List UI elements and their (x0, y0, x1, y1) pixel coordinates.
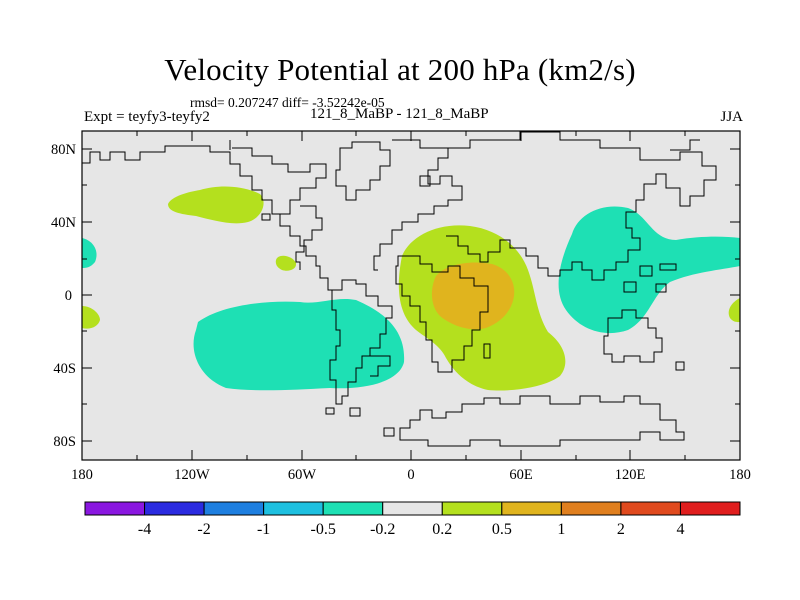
region-north-pacific (168, 186, 264, 224)
colorbar-box-4 (322, 501, 384, 516)
colorbar-label-9: 4 (676, 521, 684, 538)
colorbar-label-7: 1 (557, 521, 565, 538)
lon-label-120w: 120W (174, 467, 210, 483)
region-asia-pacific (558, 206, 740, 334)
lon-label-60w: 60W (288, 467, 317, 483)
colorbar-box-5 (382, 501, 443, 516)
colorbar-box-9 (620, 501, 681, 516)
lon-label-180w: 180 (71, 467, 93, 483)
colorbar-label-6: 0.5 (492, 521, 512, 538)
stats-line: rmsd= 0.207247 diff= -3.52242e-05 (190, 95, 385, 110)
lon-label-60e: 60E (509, 467, 533, 483)
lon-label-0: 0 (407, 467, 414, 483)
colorbar-box-10 (679, 501, 741, 516)
colorbar-label-2: -1 (257, 521, 270, 538)
negative-anomaly-regions (82, 206, 740, 391)
lat-label-eq: 0 (65, 288, 72, 304)
colorbar-box-8 (560, 501, 622, 516)
colorbar-label-5: 0.2 (432, 521, 452, 538)
colorbar-box-0 (84, 501, 146, 516)
region-pacific-south (193, 298, 405, 391)
colorbar-box-7 (501, 501, 562, 516)
colorbar-label-4: -0.2 (370, 521, 395, 538)
colorbar-label-3: -0.5 (311, 521, 336, 538)
colorbar-box-3 (263, 501, 324, 516)
coastlines (81, 131, 717, 447)
region-small-blob (275, 255, 297, 271)
plot-title: Velocity Potential at 200 hPa (km2/s) (164, 52, 636, 87)
season-label: JJA (720, 109, 743, 125)
colorbar-box-1 (144, 501, 205, 516)
region-west-edge-small (82, 306, 100, 329)
region-core-max (431, 262, 515, 330)
case-label: 121_8_MaBP - 121_8_MaBP (310, 106, 489, 122)
lat-label-80s: 80S (53, 434, 76, 450)
experiment-label: Expt = teyfy3-teyfy2 (84, 109, 210, 125)
lon-label-180e: 180 (729, 467, 751, 483)
colorbar-label-8: 2 (617, 521, 625, 538)
lon-label-120e: 120E (615, 467, 646, 483)
axis-ticks (82, 131, 740, 460)
lat-label-80n: 80N (51, 142, 77, 158)
lat-label-40n: 40N (51, 215, 77, 231)
lat-label-40s: 40S (53, 361, 76, 377)
colorbar-label-1: -2 (197, 521, 210, 538)
colorbar: -4 -2 -1 -0.5 -0.2 0.2 0.5 1 2 4 (84, 501, 741, 538)
region-east-edge-small (728, 298, 740, 323)
region-west-edge (82, 238, 97, 268)
colorbar-label-0: -4 (138, 521, 151, 538)
colorbar-box-2 (203, 501, 265, 516)
colorbar-box-6 (441, 501, 503, 516)
